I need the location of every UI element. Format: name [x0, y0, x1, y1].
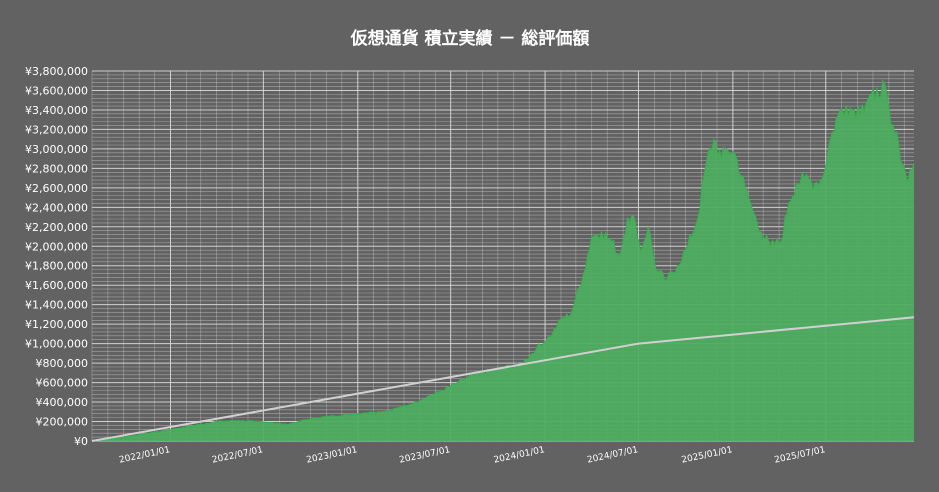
x-tick-label: 2024/07/01: [586, 445, 639, 466]
y-tick-label: ¥2,200,000: [25, 221, 88, 234]
chart-title: 仮想通貨 積立実績 － 総評価額: [350, 28, 590, 49]
y-tick-label: ¥1,800,000: [25, 260, 88, 273]
y-tick-label: ¥1,600,000: [25, 279, 88, 292]
x-tick-label: 2024/01/01: [493, 445, 546, 466]
x-tick-label: 2025/07/01: [774, 445, 827, 466]
y-tick-label: ¥1,200,000: [25, 318, 88, 331]
area-layer: [91, 79, 915, 442]
y-tick-label: ¥3,200,000: [25, 123, 88, 136]
y-tick-label: ¥3,600,000: [25, 84, 88, 97]
x-tick-label: 2023/01/01: [306, 445, 359, 466]
y-tick-label: ¥800,000: [36, 357, 89, 370]
portfolio-value-area: [92, 80, 914, 441]
x-tick-label: 2023/07/01: [398, 445, 451, 466]
y-tick-label: ¥3,400,000: [25, 104, 88, 117]
y-tick-label: ¥3,000,000: [25, 143, 88, 156]
y-tick-label: ¥2,800,000: [25, 162, 88, 175]
y-tick-label: ¥200,000: [36, 416, 89, 429]
y-tick-label: ¥3,800,000: [25, 65, 88, 78]
y-tick-label: ¥600,000: [36, 377, 89, 390]
y-tick-label: ¥0: [74, 435, 88, 448]
x-tick-label: 2025/01/01: [681, 445, 734, 466]
y-tick-label: ¥2,000,000: [25, 240, 88, 253]
y-tick-label: ¥2,600,000: [25, 182, 88, 195]
x-axis-ticks: 2022/01/01 2022/07/01 2023/01/01 2023/07/01…: [118, 445, 826, 466]
line-layer: [91, 316, 915, 442]
x-tick-label: 2022/07/01: [211, 445, 264, 466]
y-tick-label: ¥1,400,000: [25, 299, 88, 312]
y-tick-label: ¥400,000: [36, 396, 89, 409]
y-axis-ticks: ¥0 ¥200,000 ¥400,000 ¥600,000 ¥800,000 ¥1,000…: [25, 65, 88, 448]
y-tick-label: ¥1,000,000: [25, 338, 88, 351]
invested-amount-line: [91, 316, 915, 442]
y-tick-label: ¥2,400,000: [25, 201, 88, 214]
x-tick-label: 2022/01/01: [118, 445, 171, 466]
